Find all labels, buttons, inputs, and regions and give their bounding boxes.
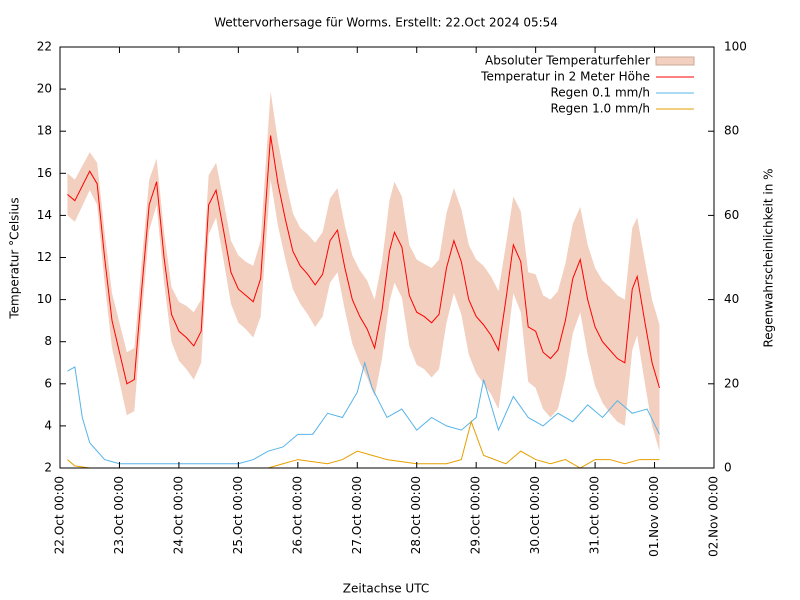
y-tick-label: 16 xyxy=(37,166,52,180)
legend-label: Regen 0.1 mm/h xyxy=(550,86,650,100)
y-tick-label: 8 xyxy=(44,334,52,348)
x-tick-label: 28.Oct 00:00 xyxy=(409,476,423,554)
x-tick-label: 29.Oct 00:00 xyxy=(469,476,483,554)
x-tick-label: 02.Nov 00:00 xyxy=(707,476,721,557)
y2-tick-label: 80 xyxy=(724,124,739,138)
series-line xyxy=(67,135,660,389)
x-tick-label: 24.Oct 00:00 xyxy=(171,476,185,554)
legend-label: Regen 1.0 mm/h xyxy=(550,102,650,116)
y2-tick-label: 60 xyxy=(724,208,739,222)
y2-tick-label: 20 xyxy=(724,376,739,390)
y2-tick-label: 0 xyxy=(724,461,732,475)
legend-swatch xyxy=(655,56,695,66)
y-axis-label: Temperatur °Celsius xyxy=(8,197,22,319)
series-line xyxy=(67,420,660,469)
x-tick-label: 25.Oct 00:00 xyxy=(231,476,245,554)
x-tick-label: 26.Oct 00:00 xyxy=(290,476,304,554)
x-tick-label: 30.Oct 00:00 xyxy=(528,476,542,554)
y-tick-label: 22 xyxy=(37,40,52,54)
y-tick-label: 10 xyxy=(37,292,52,306)
y-tick-label: 12 xyxy=(37,250,52,264)
x-tick-label: 01.Nov 00:00 xyxy=(647,476,661,557)
error-band xyxy=(67,91,660,452)
y-tick-label: 18 xyxy=(37,124,52,138)
y-tick-label: 2 xyxy=(44,461,52,475)
x-tick-label: 23.Oct 00:00 xyxy=(112,476,126,554)
legend-label: Absoluter Temperaturfehler xyxy=(485,54,650,68)
y-tick-label: 14 xyxy=(37,208,52,222)
y-tick-label: 6 xyxy=(44,376,52,390)
x-tick-label: 22.Oct 00:00 xyxy=(53,476,67,554)
y2-tick-label: 100 xyxy=(724,40,747,54)
y2-tick-label: 40 xyxy=(724,292,739,306)
y-tick-label: 20 xyxy=(37,82,52,96)
chart-title: Wettervorhersage für Worms. Erstellt: 22… xyxy=(214,16,558,30)
x-axis-label: Zeitachse UTC xyxy=(343,582,429,596)
y2-axis-label: Regenwahrscheinlichkeit in % xyxy=(762,168,776,347)
x-tick-label: 31.Oct 00:00 xyxy=(588,476,602,554)
y-tick-label: 4 xyxy=(44,418,52,432)
legend-label: Temperatur in 2 Meter Höhe xyxy=(480,70,650,84)
series-line xyxy=(67,360,660,465)
x-tick-label: 27.Oct 00:00 xyxy=(350,476,364,554)
